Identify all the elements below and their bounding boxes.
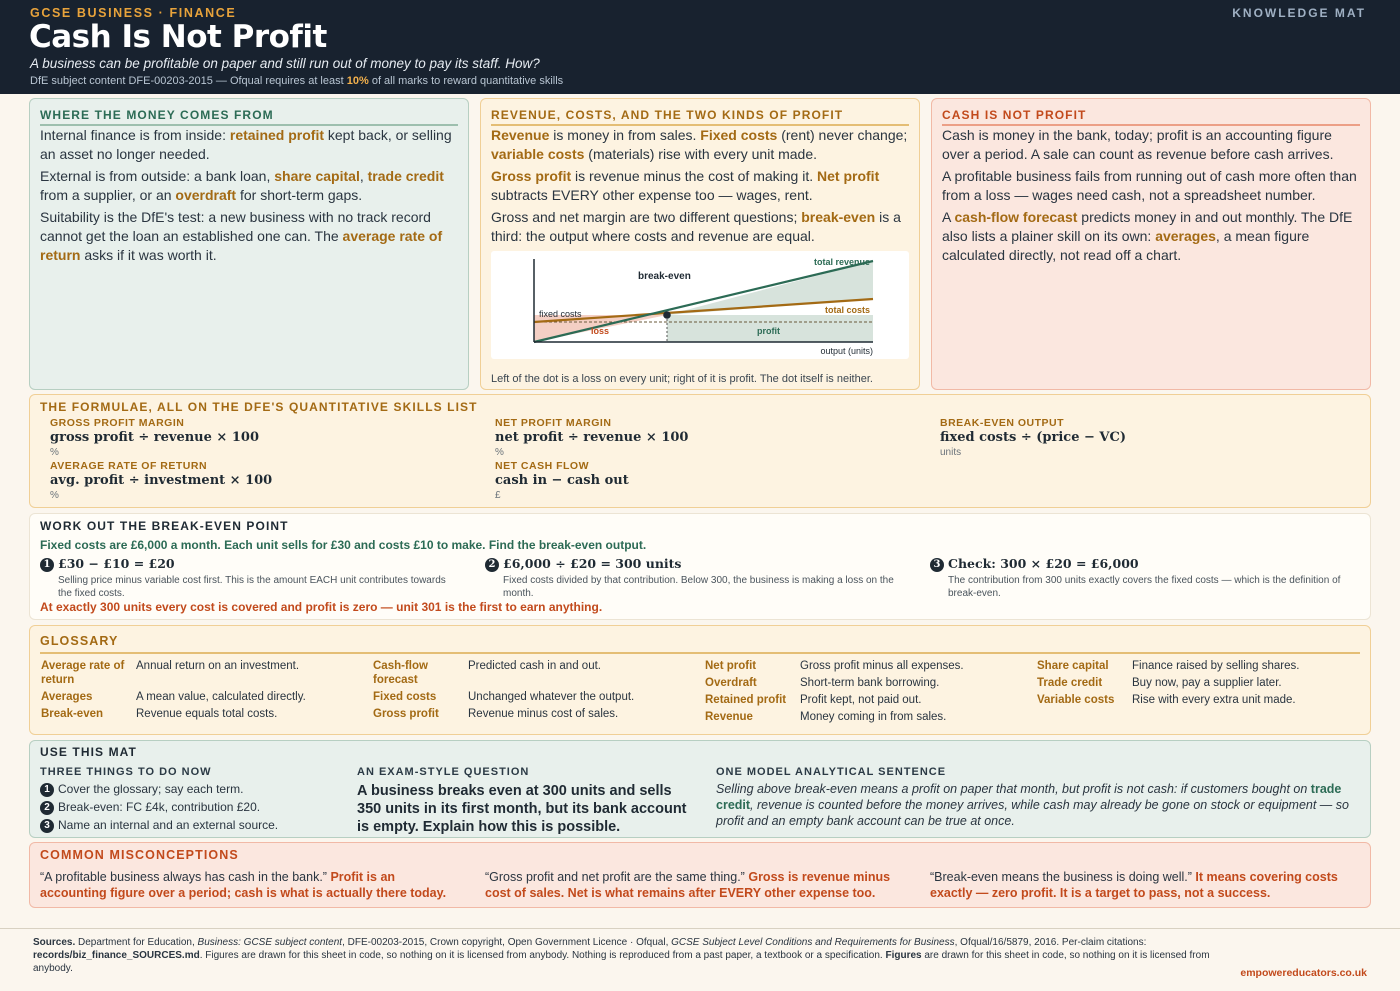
loss-area (534, 315, 667, 342)
formula-gross-margin: GROSS PROFIT MARGIN gross profit ÷ revenu… (50, 417, 259, 458)
model-block: ONE MODEL ANALYTICAL SENTENCE Selling ab… (716, 766, 1356, 829)
misconceptions-panel: COMMON MISCONCEPTIONS “A profitable busi… (29, 842, 1371, 908)
chart-caption: Left of the dot is a loss on every unit;… (491, 373, 873, 385)
glossary-col-3: Net profit Gross profit minus all expense… (705, 659, 1025, 727)
step-number: 3 (930, 558, 944, 572)
todo-item: 3 Name an internal and an external source… (40, 816, 340, 834)
page-title: Cash Is Not Profit (29, 19, 327, 55)
glossary-row: Break-even Revenue equals total costs. (41, 708, 278, 720)
mat-tag: KNOWLEDGE MAT (1232, 6, 1366, 20)
cash-panel: CASH IS NOT PROFIT Cash is money in the … (931, 98, 1371, 390)
total-revenue-line (533, 259, 874, 344)
glossary-row: Net profit Gross profit minus all expense… (705, 660, 964, 672)
sources-footer: Sources. Department for Education, Busin… (33, 937, 1210, 974)
header: GCSE BUSINESS · FINANCE KNOWLEDGE MAT Ca… (0, 0, 1400, 94)
glossary-row: Trade credit Buy now, pay a supplier late… (1037, 677, 1282, 689)
revenue-panel: REVENUE, COSTS, AND THE TWO KINDS OF PRO… (480, 98, 920, 390)
profit-lower-area (667, 315, 873, 342)
glossary-row: Revenue Money coming in from sales. (705, 711, 947, 723)
money-panel: WHERE THE MONEY COMES FROM Internal fina… (29, 98, 469, 390)
todo-item: 1 Cover the glossary; say each term. (40, 780, 340, 798)
dfe-note: DfE subject content DFE-00203-2015 — Ofq… (30, 75, 564, 87)
misconception-1: “A profitable business always has cash i… (40, 870, 447, 900)
todo-heading: THREE THINGS TO DO NOW (40, 766, 212, 778)
glossary-row: Share capital Finance raised by selling s… (1037, 660, 1300, 672)
divider (40, 124, 458, 126)
x-axis-label: output (units) (820, 346, 873, 356)
misconception-3: “Break-even means the business is doing … (930, 870, 1338, 900)
money-heading: WHERE THE MONEY COMES FROM (40, 108, 274, 122)
revenue-body: Revenue is money in from sales. Fixed co… (491, 127, 908, 244)
total-revenue-label: total revenue (814, 257, 870, 267)
formula-arr: AVERAGE RATE OF RETURN avg. profit ÷ inve… (50, 460, 273, 501)
step-number: 1 (40, 558, 54, 572)
cash-body: Cash is money in the bank, today; profit… (942, 127, 1357, 263)
step-number: 2 (485, 558, 499, 572)
revenue-heading: REVENUE, COSTS, AND THE TWO KINDS OF PRO… (491, 108, 844, 122)
loss-label: loss (591, 326, 609, 336)
glossary-row: Gross profit Revenue minus cost of sales. (373, 708, 619, 720)
site-link[interactable]: empowereducators.co.uk (1240, 967, 1367, 979)
break-even-heading: WORK OUT THE BREAK-EVEN POINT (40, 519, 289, 533)
break-even-panel: WORK OUT THE BREAK-EVEN POINT Fixed cost… (29, 513, 1371, 620)
profit-label: profit (757, 326, 780, 336)
formula-net-margin: NET PROFIT MARGIN net profit ÷ revenue × … (495, 417, 689, 458)
exam-block: AN EXAM-STYLE QUESTION A business breaks… (357, 766, 692, 836)
glossary-row: Variable costs Rise with every extra unit… (1037, 694, 1296, 706)
todo-item: 2 Break-even: FC £4k, contribution £20. (40, 798, 340, 816)
divider (942, 124, 1360, 126)
divider (491, 124, 909, 126)
break-even-dot (663, 311, 671, 319)
step-2: 2 £6,000 ÷ £20 = 300 units Fixed costs di… (485, 556, 905, 600)
glossary-col-1: Average rate of return Annual return on a… (41, 659, 361, 724)
model-heading: ONE MODEL ANALYTICAL SENTENCE (716, 766, 947, 778)
fixed-costs-label: fixed costs (539, 309, 582, 319)
todo-block: THREE THINGS TO DO NOW 1 Cover the glossa… (40, 766, 340, 834)
glossary-row: Averages A mean value, calculated directl… (41, 691, 306, 703)
glossary-heading: GLOSSARY (40, 634, 119, 648)
misconceptions-heading: COMMON MISCONCEPTIONS (40, 848, 239, 862)
cash-heading: CASH IS NOT PROFIT (942, 108, 1087, 122)
total-costs-label: total costs (825, 305, 870, 315)
step-1: 1 £30 − £10 = £20 Selling price minus var… (40, 556, 460, 600)
exam-question: A business breaks even at 300 units and … (357, 783, 687, 835)
glossary-row: Average rate of return Annual return on a… (41, 660, 300, 686)
glossary-col-2: Cash-flow forecast Predicted cash in and … (373, 659, 693, 724)
glossary-panel: GLOSSARY Average rate of return Annual re… (29, 625, 1371, 735)
formula-net-cash-flow: NET CASH FLOW cash in − cash out £ (495, 460, 629, 501)
total-costs-line (533, 297, 874, 324)
footer-divider (0, 928, 1400, 929)
formulae-panel: THE FORMULAE, ALL ON THE DFE'S QUANTITAT… (29, 394, 1371, 508)
break-even-chart-frame: break-even total revenue total costs fix… (491, 251, 909, 359)
glossary-row: Fixed costs Unchanged whatever the output… (373, 691, 635, 703)
use-panel: USE THIS MAT THREE THINGS TO DO NOW 1 Cov… (29, 740, 1371, 838)
divider (40, 652, 1360, 654)
glossary-row: Retained profit Profit kept, not paid out… (705, 694, 922, 706)
glossary-col-4: Share capital Finance raised by selling s… (1037, 659, 1357, 710)
step-3: 3 Check: 300 × £20 = £6,000 The contribut… (930, 556, 1350, 600)
formula-break-even: BREAK-EVEN OUTPUT fixed costs ÷ (price − … (940, 417, 1127, 458)
formulae-heading: THE FORMULAE, ALL ON THE DFE'S QUANTITAT… (40, 400, 478, 414)
break-even-chart: break-even total revenue total costs fix… (533, 257, 874, 356)
page-subtitle: A business can be profitable on paper an… (30, 56, 540, 71)
break-even-question: Fixed costs are £6,000 a month. Each uni… (40, 538, 647, 552)
model-sentence: Selling above break-even means a profit … (716, 782, 1349, 828)
break-even-label: break-even (638, 271, 691, 282)
use-heading: USE THIS MAT (40, 745, 137, 759)
glossary-row: Cash-flow forecast Predicted cash in and … (373, 660, 601, 686)
eyebrow: GCSE BUSINESS · FINANCE (30, 6, 237, 20)
glossary-row: Overdraft Short-term bank borrowing. (705, 677, 940, 689)
break-even-conclusion: At exactly 300 units every cost is cover… (40, 600, 603, 614)
misconception-2: “Gross profit and net profit are the sam… (485, 870, 891, 900)
money-body: Internal finance is from inside: retaine… (40, 127, 452, 263)
exam-heading: AN EXAM-STYLE QUESTION (357, 766, 530, 778)
